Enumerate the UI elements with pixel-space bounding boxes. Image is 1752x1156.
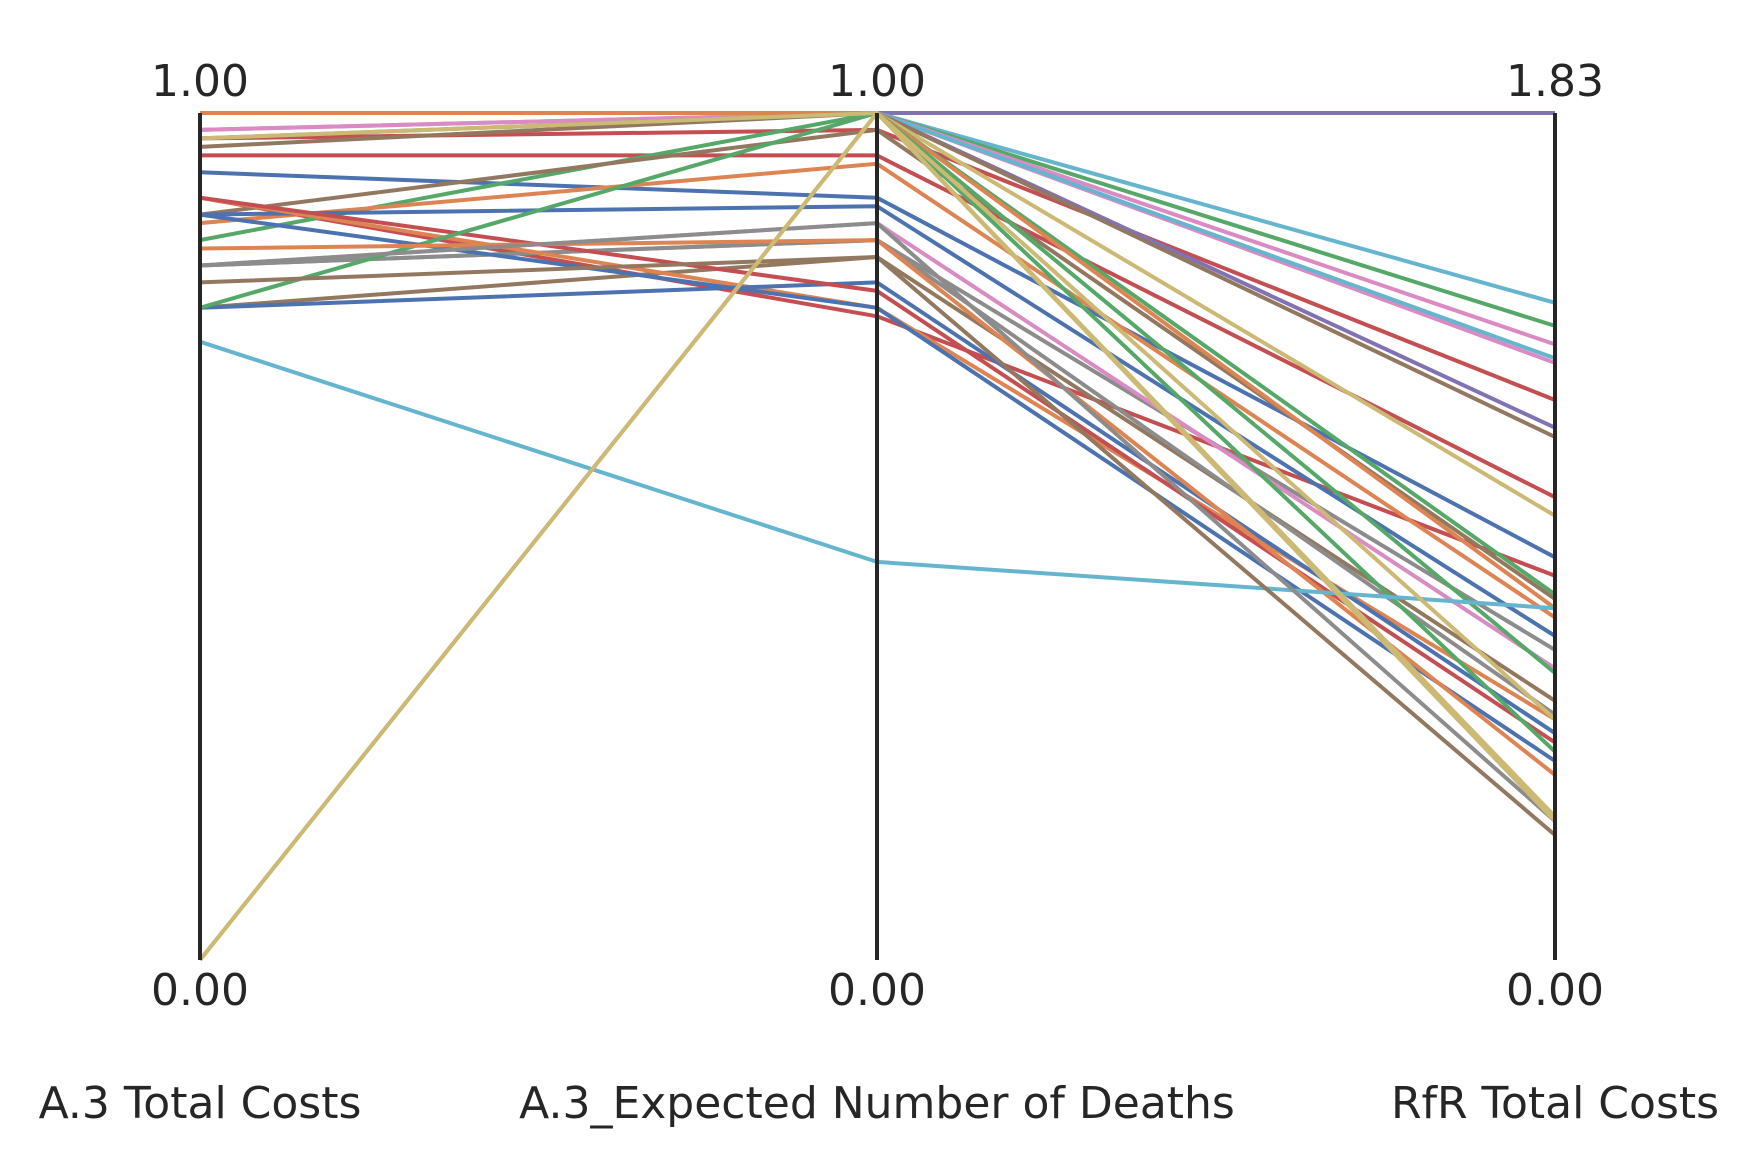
axis-title-2: A.3_Expected Number of Deaths: [519, 1078, 1235, 1129]
axis-min-label-2: 0.00: [828, 965, 926, 1016]
axis-max-label-3: 1.83: [1506, 56, 1604, 107]
axis-title-3: RfR Total Costs: [1391, 1078, 1719, 1129]
axis-min-label-1: 0.00: [151, 965, 249, 1016]
axes: 1.00 0.00 A.3 Total Costs 1.00 0.00 A.3_Expec…: [39, 56, 1719, 1129]
axis-min-label-3: 0.00: [1506, 965, 1604, 1016]
axis-max-label-1: 1.00: [151, 56, 249, 107]
axis-max-label-2: 1.00: [828, 56, 926, 107]
axis-title-1: A.3 Total Costs: [39, 1078, 362, 1129]
